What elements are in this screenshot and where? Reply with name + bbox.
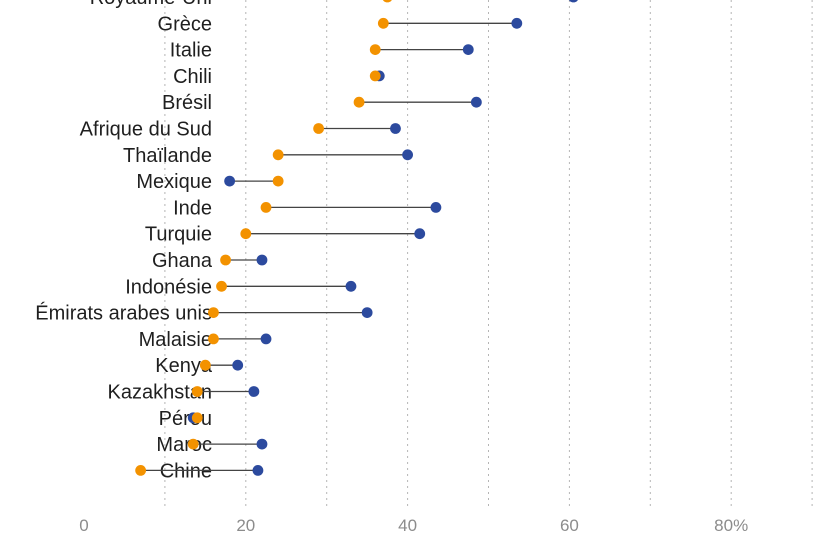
row-11: Indonésie <box>125 276 357 298</box>
country-label: Grèce <box>158 13 212 35</box>
orange-dot <box>187 438 199 450</box>
rows: Royaume-Uni Grèce Italie Chili Brésil Afrique… <box>35 0 578 482</box>
row-0: Royaume-Uni <box>90 0 578 9</box>
orange-dot <box>369 70 381 82</box>
country-label: Thaïlande <box>123 145 212 167</box>
row-7: Mexique <box>136 171 284 193</box>
country-label: Chine <box>160 460 212 482</box>
orange-dot <box>208 333 219 345</box>
country-label: Émirats arabes unis <box>35 302 212 325</box>
row-14: Kenya <box>155 355 244 377</box>
blue-dot <box>224 175 236 187</box>
blue-dot <box>470 96 482 108</box>
row-10: Ghana <box>152 250 268 272</box>
country-label: Maroc <box>156 434 212 456</box>
row-8: Inde <box>173 197 442 219</box>
orange-dot <box>377 17 389 29</box>
orange-dot <box>208 307 219 318</box>
country-label: Inde <box>173 197 212 219</box>
country-label: Afrique du Sud <box>80 119 212 141</box>
x-axis: 0 20 40 60 80% <box>79 516 748 535</box>
blue-dot <box>430 202 442 213</box>
blue-dot <box>345 280 357 292</box>
country-label: Indonésie <box>125 276 212 298</box>
x-tick-label: 20 <box>236 516 255 535</box>
country-label: Royaume-Uni <box>90 0 212 9</box>
orange-dot <box>369 44 381 55</box>
orange-dot <box>220 254 231 266</box>
x-tick-label: 60 <box>560 516 579 535</box>
orange-dot <box>191 412 203 424</box>
orange-dot <box>272 149 284 161</box>
row-5: Afrique du Sud <box>80 119 401 141</box>
blue-dot <box>568 0 578 3</box>
orange-dot <box>199 359 211 371</box>
row-3: Chili <box>173 66 385 88</box>
x-tick-label: 80% <box>714 516 748 535</box>
row-2: Italie <box>170 40 474 62</box>
row-4: Brésil <box>162 92 482 114</box>
country-label: Italie <box>170 40 212 62</box>
orange-dot <box>240 228 252 240</box>
blue-dot <box>256 254 268 266</box>
blue-dot <box>232 359 244 371</box>
x-tick-label: 0 <box>79 516 88 535</box>
row-6: Thaïlande <box>123 145 413 167</box>
row-12: Émirats arabes unis <box>35 302 373 325</box>
orange-dot <box>216 280 227 292</box>
blue-dot <box>402 149 413 161</box>
orange-dot <box>260 202 272 213</box>
country-label: Ghana <box>152 250 213 272</box>
orange-dot <box>191 386 203 397</box>
row-9: Turquie <box>145 224 426 246</box>
country-label: Kazakhstan <box>107 382 212 404</box>
country-label: Malaisie <box>139 329 212 351</box>
blue-dot <box>361 307 373 318</box>
blue-dot <box>252 465 264 476</box>
orange-dot <box>272 175 284 187</box>
blue-dot <box>414 228 426 240</box>
country-label: Kenya <box>155 355 213 377</box>
orange-dot <box>382 0 392 3</box>
blue-dot <box>390 123 401 134</box>
grid-layer <box>164 0 813 508</box>
country-label: Brésil <box>162 92 212 114</box>
row-16: Pérou <box>159 408 212 430</box>
blue-dot <box>511 17 523 29</box>
row-1: Grèce <box>158 13 523 35</box>
row-18: Chine <box>135 460 264 482</box>
country-label: Turquie <box>145 224 212 246</box>
row-17: Maroc <box>156 434 268 456</box>
country-label: Chili <box>173 66 212 88</box>
blue-dot <box>248 386 260 397</box>
blue-dot <box>256 438 268 450</box>
blue-dot <box>260 333 272 345</box>
orange-dot <box>353 96 365 108</box>
country-label: Pérou <box>159 408 212 430</box>
x-tick-label: 40 <box>398 516 417 535</box>
country-label: Mexique <box>136 171 212 193</box>
orange-dot <box>313 123 325 134</box>
row-13: Malaisie <box>139 329 272 351</box>
blue-dot <box>462 44 474 55</box>
row-15: Kazakhstan <box>107 382 260 404</box>
orange-dot <box>135 465 147 476</box>
